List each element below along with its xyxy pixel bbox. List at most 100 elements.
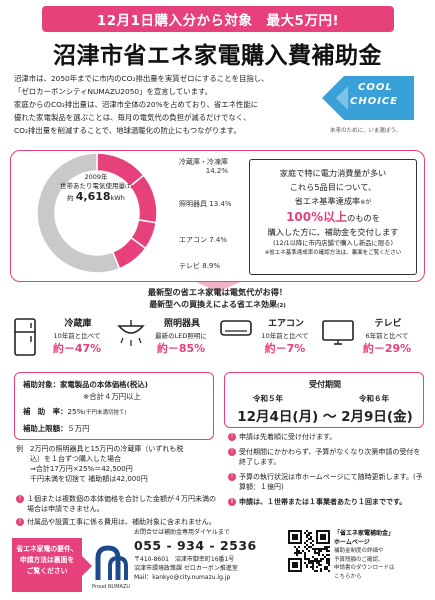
note-item: ! 申請は、１世帯または１事業者あたり１回までです。 <box>228 497 424 507</box>
appliance-saving: 約－47% <box>52 342 102 355</box>
qr-module <box>310 560 312 562</box>
section-subheading: 最新型への買換えによる省エネ効果(2) <box>0 299 435 310</box>
qr-module <box>318 550 320 552</box>
qr-module <box>314 548 316 550</box>
qr-module <box>308 560 310 562</box>
note-item: ! 申請は先着順に受け付けます。 <box>228 432 424 442</box>
television-icon <box>322 320 354 345</box>
qr-module <box>308 562 310 564</box>
qr-module <box>314 558 316 560</box>
phone-number[interactable]: 055 - 934 - 2536 <box>134 538 257 553</box>
qr-module <box>298 550 300 552</box>
pie-label-value: 14.2% <box>205 167 228 175</box>
qr-module <box>328 562 330 564</box>
qr-module <box>298 546 300 548</box>
note-bullet-icon: ! <box>228 473 236 481</box>
qr-module <box>302 550 304 552</box>
qr-module <box>296 548 298 550</box>
qr-module <box>326 566 328 568</box>
pie-label-value: 13.4% <box>209 200 232 208</box>
qr-module <box>306 530 308 532</box>
qr-module <box>320 548 322 550</box>
qr-module <box>308 546 310 548</box>
homepage-line: こちらから <box>334 573 362 580</box>
homepage-title-2: ホームページ <box>334 538 370 546</box>
see-reverse-line: 申請方法は裏面を <box>19 556 75 564</box>
see-reverse-line: ご覧ください <box>26 567 68 575</box>
qr-module <box>328 546 330 548</box>
callout-line: 省エネ基準達成率※が <box>250 194 416 210</box>
qr-module <box>308 532 310 534</box>
subsidy-target-note: ※合計４万円以上 <box>83 392 141 401</box>
qr-module <box>328 560 330 562</box>
pie-center-year: 2009年 <box>84 173 108 181</box>
logo-caption: Proud NUMAZU <box>91 584 131 590</box>
pie-label-value: 8.9% <box>202 262 221 270</box>
subsidy-rate-label: 補 助 率： <box>23 407 68 416</box>
qr-module <box>318 562 320 564</box>
qr-module <box>326 548 328 550</box>
note-text: 申請は先着順に受け付けます。 <box>239 433 337 441</box>
qr-module <box>328 564 330 566</box>
period-year-start: 令和５年 <box>253 394 283 403</box>
qr-module <box>306 548 308 550</box>
callout-line: 家庭で特に電力消費量が多い <box>279 168 387 178</box>
appliance-name: 冷蔵庫 <box>64 319 92 329</box>
example-line: ⇒合計17万円×25%＝42,500円 <box>30 465 133 473</box>
appliance-sub: 最新のLED照明に <box>155 332 207 340</box>
qr-module <box>322 558 324 560</box>
qr-module <box>312 562 314 564</box>
qr-module <box>298 552 300 554</box>
appliance-sub: 6年前と比べて <box>365 332 409 340</box>
pie-label-name: 照明器具 <box>179 200 207 208</box>
note-text: 受付期間にかかわらず、予算がなくなり次第申請の受付を終了します。 <box>239 448 421 466</box>
pie-label-name: エアコン <box>179 236 207 244</box>
note-bullet-icon: ! <box>16 518 24 526</box>
intro-line: 優れた家電製品を選ぶことは、毎月の電気代の負担が減るだけでなく、 <box>14 113 251 122</box>
appliance-lighting: 照明器具 最新のLED照明に 約－85% <box>116 314 216 362</box>
cool-choice-tagline: 未来のために、いま選ぼう。 <box>330 128 402 134</box>
qr-code-icon[interactable] <box>288 530 330 572</box>
homepage-title: 「省エネ家電補助金」 <box>334 530 395 537</box>
qr-module <box>316 558 318 560</box>
contact-mail[interactable]: Mail：kankyo@city.numazu.lg.jp <box>134 574 231 581</box>
qr-finder <box>292 562 298 568</box>
arrow-down-icon <box>196 282 240 292</box>
proud-numazu-logo: Proud NUMAZU <box>90 544 132 596</box>
qr-module <box>324 568 326 570</box>
note-text: 申請は、１世帯または１事業者あたり１回までです。 <box>239 498 407 506</box>
callout-line-rest: のものを <box>347 213 380 223</box>
qr-module <box>312 568 314 570</box>
pie-label-name: テレビ <box>179 262 200 270</box>
pie-center-title-note: (1) <box>124 184 133 190</box>
qr-module <box>326 550 328 552</box>
subsidy-rate: 補 助 率：25%(千円未満切捨て) <box>23 406 127 417</box>
qr-module <box>312 560 314 562</box>
qr-module <box>306 536 308 538</box>
qr-module <box>316 570 318 572</box>
qr-module <box>320 558 322 560</box>
qr-module <box>324 546 326 548</box>
application-period-box: 受付期間 令和５年 令和６年 12月4日(月) ～ 2月9日(金) <box>224 372 424 428</box>
qr-module <box>306 544 308 546</box>
qr-module <box>326 554 328 556</box>
note-text: 予算の執行状況は市ホームページにて随時更新します。(予算額：１億円) <box>239 473 423 491</box>
pie-label-refrigerator: 冷蔵庫・冷凍庫 14.2% <box>179 157 228 175</box>
section-subheading-text: 最新型への買換えによる省エネ効果 <box>149 300 277 309</box>
homepage-line: 補助金制度の詳細や <box>334 548 384 554</box>
qr-module <box>306 540 308 542</box>
see-reverse-line: 省エネ家電の要件、 <box>16 545 78 553</box>
subsidy-info-box: 補助対象：家電製品の本体価格(税込) ※合計４万円以上 補 助 率：25%(千円… <box>14 372 214 440</box>
homepage-line: 予算残額のご確認、 <box>334 556 384 563</box>
qr-module <box>328 570 330 572</box>
qr-module <box>318 554 320 556</box>
contact-intro: お問合せは補助金専用ダイヤルまで <box>134 529 230 536</box>
subsidy-target-label: 補助対象： <box>23 380 60 389</box>
callout-line-note: ※が <box>360 199 372 206</box>
qr-module <box>322 548 324 550</box>
subsidy-target: 補助対象：家電製品の本体価格(税込) <box>23 379 148 390</box>
qr-module <box>310 566 312 568</box>
qr-module <box>308 550 310 552</box>
appliance-name: 照明器具 <box>163 319 200 329</box>
qr-module <box>310 532 312 534</box>
